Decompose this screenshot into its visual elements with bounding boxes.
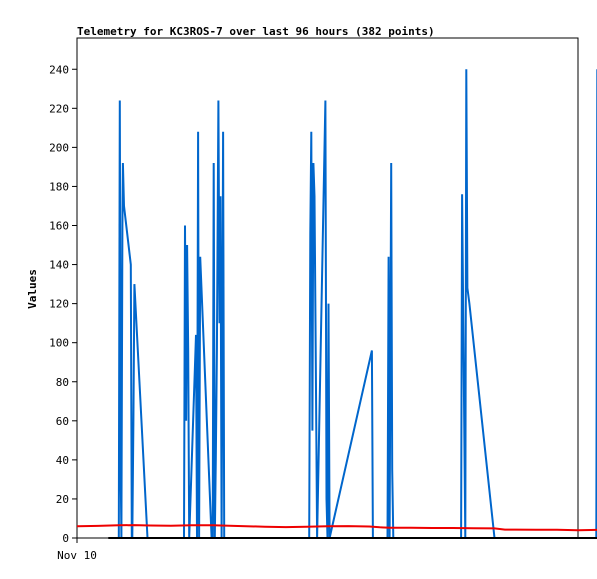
x-axis-ticks: Nov 10 (57, 538, 97, 562)
y-tick-label: 220 (49, 102, 69, 115)
y-tick-label: 140 (49, 259, 69, 272)
y-tick-label: 160 (49, 220, 69, 233)
y-tick-label: 100 (49, 337, 69, 350)
y-tick-label: 0 (62, 532, 69, 545)
y-tick-label: 240 (49, 63, 69, 76)
y-tick-label: 60 (56, 415, 69, 428)
y-tick-label: 120 (49, 298, 69, 311)
y-tick-label: 40 (56, 454, 69, 467)
y-tick-label: 180 (49, 180, 69, 193)
y-axis-ticks: 0 20 40 60 80 100 120 140 160 180 200 220 240 (49, 63, 77, 545)
series-line-1 (76, 524, 597, 532)
y-axis-title: Values (26, 269, 39, 309)
y-tick-label: 80 (56, 376, 69, 389)
series-line-0 (117, 69, 597, 539)
y-tick-label: 200 (49, 141, 69, 154)
y-tick-label: 20 (56, 493, 69, 506)
series-layer (76, 69, 597, 539)
chart-title: Telemetry for KC3ROS-7 over last 96 hour… (77, 25, 435, 38)
x-tick-label: Nov 10 (57, 549, 97, 562)
